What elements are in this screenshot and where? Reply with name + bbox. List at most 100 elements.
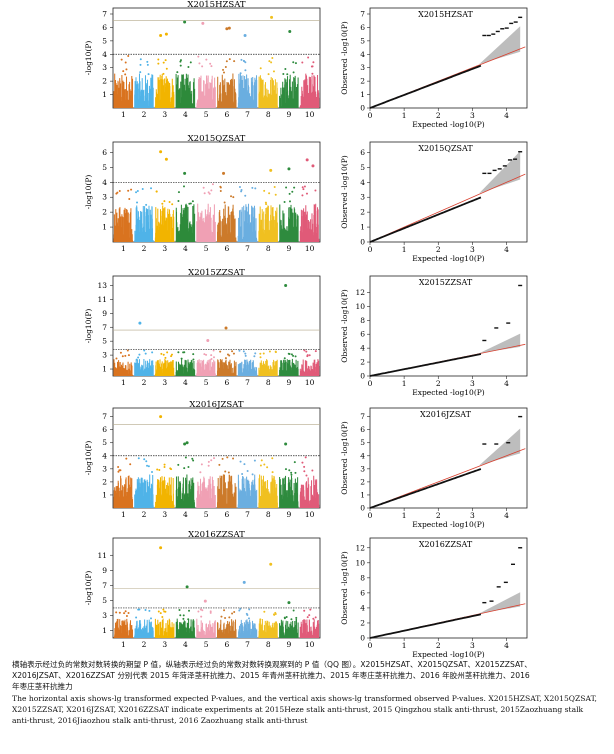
manhattan-snp-point — [192, 358, 195, 361]
manhattan-snp-point — [119, 351, 122, 354]
manhattan-snp-point — [209, 62, 212, 65]
chromosome-label: 1 — [121, 510, 126, 519]
qq-confidence-band — [479, 333, 521, 354]
manhattan-snp-point — [220, 615, 223, 618]
manhattan-snp-point — [314, 350, 317, 353]
manhattan-peak-point — [159, 546, 163, 550]
manhattan-snp-point — [259, 352, 262, 355]
manhattan-snp-point — [222, 71, 225, 74]
manhattan-title: X2016ZZSAT — [188, 530, 245, 540]
qq-xtick-label: 0 — [368, 111, 373, 120]
manhattan-snp-point — [305, 192, 308, 195]
qq-ytick-label: 0 — [360, 504, 365, 513]
manhattan-ytick-label: 7 — [102, 10, 107, 19]
manhattan-snp-point — [238, 349, 241, 352]
qq-top-point — [482, 601, 487, 604]
qq-ytick-label: 2 — [360, 477, 365, 486]
manhattan-snp-band — [134, 205, 154, 242]
qq-ytick-label: 4 — [360, 178, 365, 187]
qq-xtick-label: 1 — [402, 641, 407, 650]
manhattan-snp-band — [299, 475, 320, 508]
qq-ytick-label: 10 — [355, 558, 365, 567]
manhattan-ytick-label: 1 — [102, 90, 107, 99]
manhattan-ytick-label: 4 — [102, 451, 107, 460]
manhattan-ytick-label: 1 — [102, 223, 107, 232]
qq-ytick-label: 6 — [360, 148, 365, 157]
manhattan-peak-point — [183, 20, 187, 24]
manhattan-snp-point — [151, 351, 154, 354]
manhattan-snp-point — [180, 357, 183, 360]
manhattan-snp-point — [184, 456, 187, 459]
qq-ytick-label: 2 — [360, 618, 365, 627]
manhattan-snp-point — [240, 58, 243, 61]
qq-xtick-label: 1 — [402, 245, 407, 254]
manhattan-snp-point — [230, 195, 233, 198]
manhattan-snp-point — [212, 356, 215, 359]
manhattan-snp-point — [233, 610, 236, 613]
figure-caption: 横轴表示经过负的常数对数转换的期望 P 值，纵轴表示经过负的常数对数转换观察到的… — [12, 659, 604, 726]
manhattan-snp-point — [267, 73, 270, 76]
qq-ytick-label: 5 — [360, 36, 365, 45]
manhattan-snp-point — [308, 354, 311, 357]
manhattan-snp-point — [292, 609, 295, 612]
chromosome-label: 2 — [142, 510, 147, 519]
manhattan-snp-point — [163, 463, 166, 466]
manhattan-snp-band — [299, 619, 320, 638]
manhattan-ytick-label: 5 — [102, 163, 107, 172]
manhattan-snp-point — [130, 188, 133, 191]
manhattan-snp-point — [295, 616, 298, 619]
manhattan-snp-point — [138, 353, 141, 356]
manhattan-snp-point — [124, 610, 127, 613]
manhattan-snp-point — [117, 470, 120, 473]
chromosome-label: 4 — [183, 110, 188, 119]
manhattan-snp-band — [258, 205, 278, 242]
manhattan-peak-point — [164, 32, 168, 36]
manhattan-snp-point — [146, 60, 149, 63]
chromosome-label: 2 — [142, 640, 147, 649]
manhattan-snp-point — [247, 617, 250, 620]
manhattan-snp-band — [279, 618, 299, 638]
manhattan-ytick-label: 6 — [102, 425, 107, 434]
chromosome-label: 9 — [287, 640, 292, 649]
manhattan-snp-point — [207, 464, 210, 467]
qq-top-point — [494, 443, 499, 445]
caption-en-line-1: The horizontal axis shows-lg transformed… — [12, 693, 597, 703]
chromosome-label: 7 — [245, 510, 250, 519]
qq-xtick-label: 3 — [470, 379, 475, 388]
chromosome-label: 2 — [142, 244, 147, 253]
manhattan-snp-band — [237, 203, 258, 242]
qq-top-point — [518, 151, 523, 153]
manhattan-snp-point — [205, 353, 208, 356]
qq-ylabel: Observed -log10(P) — [340, 155, 349, 228]
manhattan-snp-point — [143, 458, 146, 461]
manhattan-snp-band — [154, 73, 175, 108]
manhattan-snp-point — [203, 353, 206, 356]
manhattan-ytick-label: 7 — [102, 581, 107, 590]
manhattan-snp-point — [147, 465, 150, 468]
manhattan-snp-point — [155, 190, 158, 193]
qq-xtick-label: 2 — [436, 511, 441, 520]
manhattan-snp-band — [175, 203, 196, 242]
manhattan-snp-point — [138, 608, 141, 611]
manhattan-snp-point — [292, 61, 295, 64]
qq-observed-curve — [369, 353, 482, 377]
manhattan-ytick-label: 5 — [102, 596, 107, 605]
manhattan-snp-point — [157, 62, 160, 65]
qq-plot-zz16: X2016ZZSAT Observed -log10(P) Expected -lo… — [340, 537, 528, 659]
manhattan-snp-band — [258, 75, 278, 108]
manhattan-snp-point — [290, 471, 293, 474]
manhattan-plot-qz: X2015QZSAT -log10(P) 1 2 3 4 5 6 1 2 3 4 5 6 7 8 9 10 — [84, 134, 321, 253]
manhattan-snp-point — [211, 183, 214, 186]
qq-top-point — [491, 33, 496, 35]
qq-ytick-label: 0 — [360, 104, 365, 113]
qq-xlabel: Expected -log10(P) — [412, 520, 485, 529]
manhattan-snp-point — [159, 612, 162, 615]
manhattan-snp-point — [245, 612, 248, 615]
manhattan-peak-point — [243, 33, 247, 37]
chromosome-label: 3 — [162, 378, 167, 387]
manhattan-peak-point — [242, 580, 246, 584]
qq-xtick-label: 1 — [402, 379, 407, 388]
manhattan-snp-point — [146, 464, 149, 467]
manhattan-snp-point — [263, 463, 266, 466]
